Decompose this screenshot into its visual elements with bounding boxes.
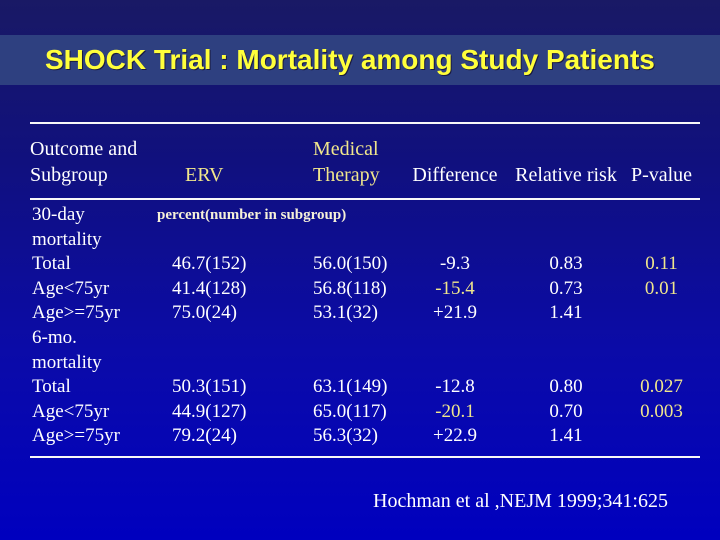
table-row: mortality	[30, 228, 700, 253]
relative-risk-value: 0.80	[549, 376, 583, 398]
p-value: 0.01	[644, 277, 679, 299]
difference-value: +21.9	[433, 302, 477, 324]
erv-value: 41.4(128)	[172, 277, 247, 299]
p-value: 0.003	[640, 400, 683, 422]
column-header-difference: Difference	[405, 136, 505, 188]
row-label: 6-mo.	[32, 326, 77, 348]
page-title: SHOCK Trial : Mortality among Study Pati…	[45, 44, 655, 75]
medical-therapy-value: 53.1(32)	[313, 302, 378, 324]
column-header-relative-risk-label: Relative risk	[515, 164, 617, 186]
table-row: mortality	[30, 351, 700, 376]
column-header-p-value: P-value	[627, 136, 696, 188]
erv-value: 75.0(24)	[172, 302, 237, 324]
erv-value: 79.2(24)	[172, 425, 237, 447]
p-value: 0.027	[640, 376, 683, 398]
column-header-outcome: Outcome and Subgroup	[30, 136, 155, 188]
medical-therapy-value: 56.3(32)	[313, 425, 378, 447]
row-label: Age>=75yr	[32, 425, 120, 447]
erv-value: 46.7(152)	[172, 253, 247, 275]
footnote-citation: Hochman et al ,NEJM 1999;341:625	[373, 490, 668, 512]
table-row: Age<75yr 41.4(128) 56.8(118) -15.4 0.73 …	[30, 277, 700, 302]
column-header-erv-label: ERV	[185, 164, 224, 186]
column-header-p-value-label: P-value	[630, 164, 693, 186]
p-value: 0.11	[645, 253, 678, 275]
table-row: Age>=75yr 75.0(24) 53.1(32) +21.9 1.41	[30, 301, 700, 326]
erv-value: 44.9(127)	[172, 400, 247, 422]
mortality-table: Outcome and Subgroup ERV Medical Therapy…	[30, 122, 700, 458]
row-label: Age>=75yr	[32, 302, 120, 324]
row-label: Total	[32, 253, 71, 275]
row-label: mortality	[32, 351, 102, 373]
difference-value: -12.8	[435, 376, 475, 398]
p-value	[627, 424, 696, 449]
row-label: Total	[32, 376, 71, 398]
difference-value: -20.1	[435, 400, 475, 422]
table-header-row: Outcome and Subgroup ERV Medical Therapy…	[30, 124, 700, 198]
table-row: Age<75yr 44.9(127) 65.0(117) -20.1 0.70 …	[30, 400, 700, 425]
relative-risk-value: 0.73	[549, 277, 583, 299]
p-value	[627, 301, 696, 326]
medical-therapy-value: 65.0(117)	[313, 400, 387, 422]
relative-risk-value: 1.41	[549, 425, 583, 447]
column-header-outcome-line1: Outcome and	[30, 138, 138, 160]
title-bar: SHOCK Trial : Mortality among Study Pati…	[0, 35, 720, 85]
difference-value: -15.4	[435, 277, 475, 299]
difference-value: +22.9	[433, 425, 477, 447]
table-row: Total 46.7(152) 56.0(150) -9.3 0.83 0.11	[30, 252, 700, 277]
table-row: 6-mo.	[30, 326, 700, 351]
column-header-difference-label: Difference	[412, 164, 498, 186]
erv-value: 50.3(151)	[172, 376, 247, 398]
medical-therapy-value: 56.8(118)	[313, 277, 387, 299]
header-rule	[30, 198, 700, 200]
column-header-erv: ERV	[155, 136, 305, 188]
top-rule	[30, 122, 700, 124]
relative-risk-value: 0.83	[549, 253, 583, 275]
column-header-medical-line2: Therapy	[313, 164, 380, 186]
row-label: 30-day	[32, 204, 85, 225]
row-label: Age<75yr	[32, 400, 110, 422]
column-header-relative-risk: Relative risk	[505, 136, 627, 188]
table-row: 30-day percent(number in subgroup)	[30, 203, 700, 228]
row-label: mortality	[32, 228, 102, 250]
column-header-medical-line1: Medical	[313, 138, 379, 160]
column-header-medical-therapy: Medical Therapy	[305, 136, 405, 188]
relative-risk-value: 1.41	[549, 302, 583, 324]
row-label: Age<75yr	[32, 277, 110, 299]
difference-value: -9.3	[439, 253, 471, 275]
table-row: Age>=75yr 79.2(24) 56.3(32) +22.9 1.41	[30, 424, 700, 449]
medical-therapy-value: 63.1(149)	[313, 376, 388, 398]
medical-therapy-value: 56.0(150)	[313, 253, 388, 275]
relative-risk-value: 0.70	[549, 400, 583, 422]
bottom-rule	[30, 455, 700, 458]
unit-note: percent(number in subgroup)	[157, 207, 347, 223]
table-row: Total 50.3(151) 63.1(149) -12.8 0.80 0.0…	[30, 375, 700, 400]
table-body: 30-day percent(number in subgroup) morta…	[30, 200, 700, 449]
column-header-outcome-line2: Subgroup	[30, 164, 108, 186]
